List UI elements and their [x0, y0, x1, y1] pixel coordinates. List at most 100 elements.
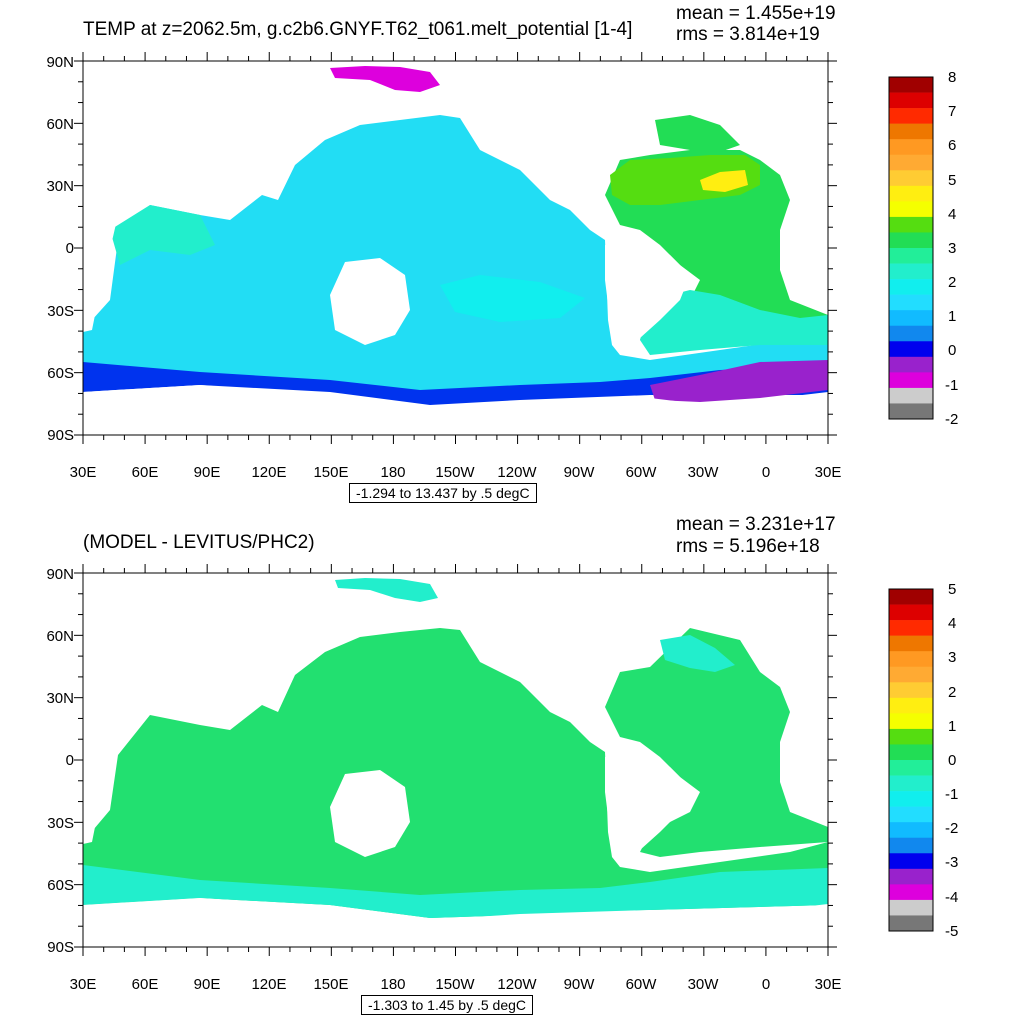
p2-lat-label: 60S: [47, 877, 74, 894]
panel1-arctic: [330, 66, 440, 92]
panel1-north-atlantic: [610, 155, 760, 205]
p2-colorbar-label: -3: [945, 854, 959, 871]
p1-lon-label: 180: [380, 464, 406, 481]
p1-colorbar-swatch: [889, 201, 933, 218]
p2-lat-label: 30S: [47, 815, 74, 832]
p2-lon-label: 90E: [193, 976, 221, 993]
p2-colorbar-swatch: [889, 899, 933, 916]
p2-colorbar-swatch: [889, 775, 933, 792]
p2-colorbar-label: -4: [945, 889, 959, 906]
p1-colorbar-swatch: [889, 279, 933, 295]
p1-lat-label: 90N: [46, 54, 74, 71]
p1-lon-label: 30W: [687, 464, 719, 481]
axis-ticks: [74, 52, 837, 956]
panel2-antarctica: [83, 898, 828, 947]
p1-lat-label: 30S: [47, 303, 74, 320]
panel1-title: TEMP at z=2062.5m, g.c2b6.GNYF.T62_t061.…: [83, 19, 633, 40]
p1-lon-label: 120W: [497, 464, 537, 481]
p2-colorbar-swatch: [889, 728, 933, 745]
p2-colorbar-swatch: [889, 822, 933, 839]
p2-colorbar-swatch: [889, 697, 933, 714]
panel2-south-america: [605, 752, 690, 862]
panel2-africa: [83, 667, 118, 844]
p1-colorbar-swatch: [889, 185, 933, 202]
p2-colorbar-label: 1: [948, 718, 957, 735]
panel1-australia: [330, 258, 410, 345]
p2-colorbar-swatch: [889, 744, 933, 761]
p1-colorbar-swatch: [889, 294, 933, 311]
p2-lon-label: 60E: [131, 976, 159, 993]
p1-lon-label: 150E: [313, 464, 349, 481]
p1-colorbar-label: 7: [948, 103, 957, 120]
p2-lat-label: 90N: [46, 566, 74, 583]
p2-colorbar-swatch: [889, 635, 933, 652]
p2-lon-label: 120W: [497, 976, 537, 993]
p1-colorbar-swatch: [889, 263, 933, 280]
panel1-rms: rms = 3.814e+19: [676, 24, 820, 45]
p1-lat-label: 0: [65, 240, 74, 257]
p2-colorbar-swatch: [889, 760, 933, 776]
p2-lon-label: 30E: [69, 976, 97, 993]
p1-colorbar-swatch: [889, 139, 933, 156]
p1-colorbar-label: -1: [945, 377, 959, 394]
p2-colorbar-swatch: [889, 884, 933, 901]
colorbars: [888, 76, 934, 932]
p1-colorbar-swatch: [889, 356, 933, 373]
p2-lon-label: 30E: [814, 976, 842, 993]
p1-colorbar-label: 5: [948, 172, 957, 189]
p1-colorbar-label: 3: [948, 240, 957, 257]
p1-lon-label: 120E: [251, 464, 287, 481]
panel2-map: [83, 573, 828, 947]
p1-colorbar-label: 2: [948, 274, 957, 291]
p1-lon-label: 90E: [193, 464, 221, 481]
p1-colorbar-label: 0: [948, 342, 957, 359]
p2-colorbar-label: 0: [948, 752, 957, 769]
panel1-pacific-patch: [440, 275, 585, 322]
p2-colorbar-swatch: [889, 666, 933, 683]
p2-colorbar-swatch: [889, 713, 933, 730]
panel1-labrador-patch: [700, 170, 748, 192]
p2-colorbar-swatch: [889, 651, 933, 668]
p2-colorbar-label: 3: [948, 649, 957, 666]
panel2-australia: [330, 770, 410, 857]
p2-colorbar-swatch: [889, 915, 933, 932]
panel2-nordic: [660, 635, 735, 672]
p1-colorbar-label: 6: [948, 137, 957, 154]
p1-lon-label: 60E: [131, 464, 159, 481]
p2-colorbar-swatch: [889, 620, 933, 636]
p2-colorbar-swatch: [889, 604, 933, 621]
p1-colorbar-swatch: [889, 232, 933, 249]
p1-lon-label: 30E: [814, 464, 842, 481]
panel2-atlantic: [605, 628, 828, 857]
p1-colorbar-swatch: [889, 387, 933, 404]
p1-colorbar-swatch: [889, 77, 933, 93]
panel1-indian-patch: [110, 205, 215, 265]
p1-colorbar-swatch: [889, 310, 933, 327]
p1-lon-label: 0: [761, 464, 771, 481]
p2-colorbar-swatch: [889, 589, 933, 605]
p2-colorbar-label: 5: [948, 581, 957, 598]
panel2-title: (MODEL - LEVITUS/PHC2): [83, 532, 315, 553]
panel2-ocean: [83, 628, 828, 918]
p2-colorbar-label: -1: [945, 786, 959, 803]
p1-colorbar-swatch: [889, 123, 933, 140]
panel2-mean: mean = 3.231e+17: [676, 514, 836, 535]
p1-colorbar-swatch: [889, 154, 933, 171]
p2-lat-label: 90S: [47, 939, 74, 956]
panel1-mean: mean = 1.455e+19: [676, 3, 836, 24]
p2-colorbar-swatch: [889, 837, 933, 854]
p1-lon-label: 150W: [435, 464, 475, 481]
p2-colorbar-swatch: [889, 853, 933, 870]
p2-lon-label: 0: [761, 976, 771, 993]
p1-lat-label: 60N: [46, 116, 74, 133]
panel1-south-atlantic-band: [640, 290, 828, 355]
p1-colorbar-label: 1: [948, 308, 957, 325]
panel2-southern-band: [83, 865, 828, 918]
p1-colorbar-swatch: [889, 108, 933, 124]
p2-colorbar-frame: [888, 588, 934, 932]
p2-colorbar-swatch: [889, 682, 933, 699]
p1-colorbar-swatch: [889, 248, 933, 264]
p2-lat-label: 30N: [46, 690, 74, 707]
p1-lat-label: 30N: [46, 178, 74, 195]
